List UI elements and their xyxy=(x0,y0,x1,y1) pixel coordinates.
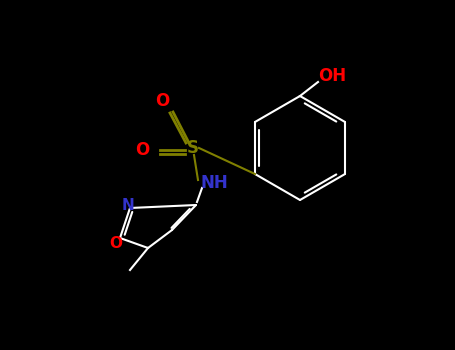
Text: O: O xyxy=(110,236,122,251)
Text: S: S xyxy=(187,139,199,157)
Text: O: O xyxy=(155,92,169,110)
Text: OH: OH xyxy=(318,67,346,85)
Text: N: N xyxy=(121,197,134,212)
Text: NH: NH xyxy=(200,174,228,192)
Text: O: O xyxy=(135,141,149,159)
